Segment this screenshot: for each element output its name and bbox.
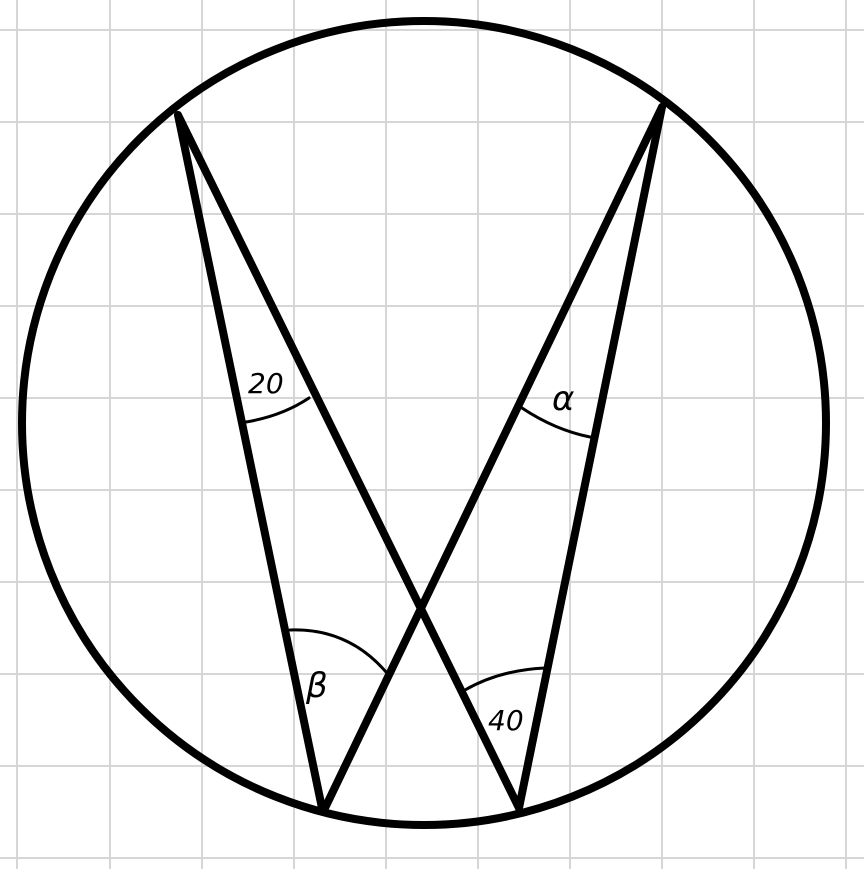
chord-left-inner xyxy=(174,111,523,812)
angle-label-beta: β xyxy=(305,666,328,706)
angle-label-20: 20 xyxy=(248,367,284,400)
circle xyxy=(18,17,830,829)
angle-label-40: 40 xyxy=(488,704,524,737)
angle-arc-alpha xyxy=(520,406,592,439)
angle-arc-40 xyxy=(463,666,547,692)
chord-left-outer xyxy=(174,111,326,812)
angle-label-alpha: α xyxy=(552,379,574,419)
chord-right-inner xyxy=(321,103,666,812)
angle-arc-20 xyxy=(244,396,311,424)
angle-arc-beta xyxy=(288,628,388,674)
chord-right-outer xyxy=(515,103,666,812)
